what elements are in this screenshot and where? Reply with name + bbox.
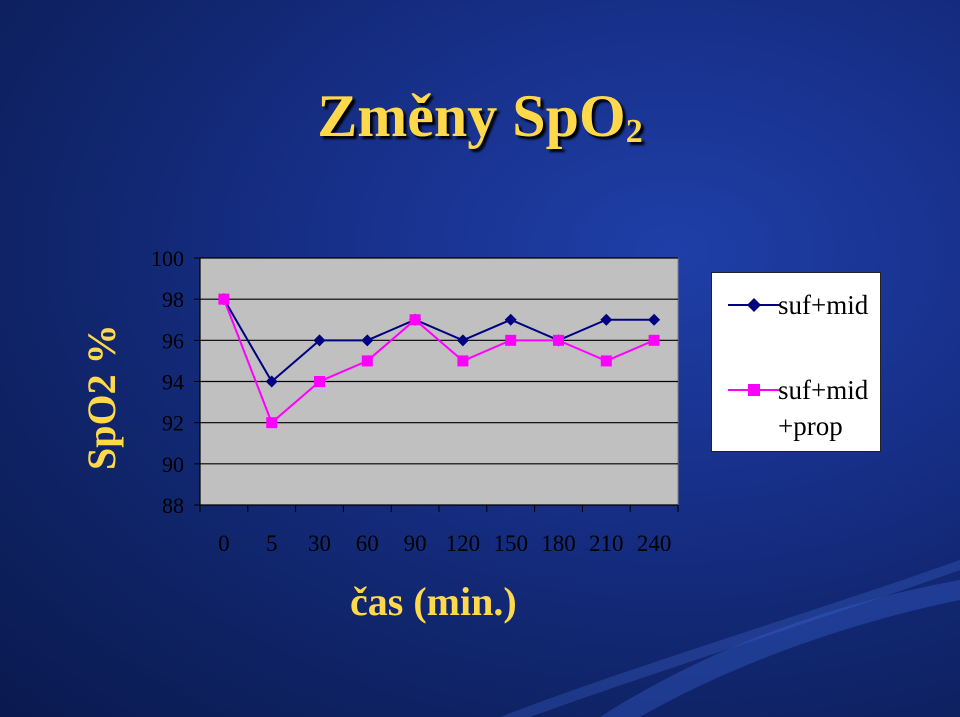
- y-tick-label-98: 98: [162, 287, 184, 312]
- legend-item-suf-mid-prop: [724, 371, 784, 414]
- legend-marker-diamond: [728, 298, 780, 312]
- y-tick-label-90: 90: [162, 452, 184, 477]
- chart-legend: suf+mid suf+mid +prop: [711, 272, 881, 452]
- legend-label-suf-mid-prop-line1: suf+mid: [778, 375, 869, 405]
- x-tick-label-150: 150: [493, 531, 528, 556]
- x-axis-title: čas (min.): [350, 579, 517, 624]
- series-1-point-9: [648, 313, 661, 326]
- series-1-point-1: [265, 375, 278, 388]
- series-2-point-2: [314, 376, 325, 387]
- x-tick-label-90: 90: [404, 531, 427, 556]
- legend-item-suf-mid: [724, 286, 784, 329]
- series-1-point-8: [600, 313, 613, 326]
- x-tick-label-30: 30: [308, 531, 331, 556]
- x-tick-label-60: 60: [356, 531, 379, 556]
- legend-label-suf-mid-prop-line2: +prop: [778, 411, 843, 441]
- series-2-point-8: [600, 355, 612, 367]
- legend-label-suf-mid: suf+mid: [778, 290, 869, 320]
- series-2-point-7: [553, 334, 564, 346]
- y-tick-label-96: 96: [162, 328, 184, 353]
- x-tick-label-180: 180: [541, 531, 576, 556]
- series-line-1: [223, 298, 655, 384]
- series-1-point-5: [456, 334, 469, 347]
- series-2-point-3: [361, 355, 373, 367]
- series-line-2: [222, 298, 655, 425]
- page-title: Změny SpO2: [317, 83, 643, 150]
- series-2-point-1: [266, 417, 278, 429]
- series-1-point-3: [361, 334, 374, 347]
- x-tick-label-120: 120: [446, 531, 481, 556]
- series-1-point-6: [504, 313, 517, 326]
- x-tick-label-240: 240: [637, 531, 672, 556]
- x-tick-label-5: 5: [266, 531, 278, 556]
- y-tick-label-88: 88: [162, 493, 184, 518]
- x-tick-label-0: 0: [218, 531, 230, 556]
- legend-marker-square: [728, 384, 780, 396]
- series-2-point-4: [409, 314, 421, 326]
- y-tick-label-94: 94: [162, 370, 184, 395]
- series-2-point-5: [457, 355, 469, 367]
- y-tick-label-100: 100: [151, 246, 184, 271]
- series-2-point-9: [648, 334, 660, 346]
- x-tick-label-210: 210: [589, 531, 624, 556]
- series-2-point-6: [505, 334, 517, 346]
- y-tick-label-92: 92: [162, 411, 184, 436]
- series-1-point-2: [313, 334, 326, 347]
- series-2-point-0: [218, 293, 230, 305]
